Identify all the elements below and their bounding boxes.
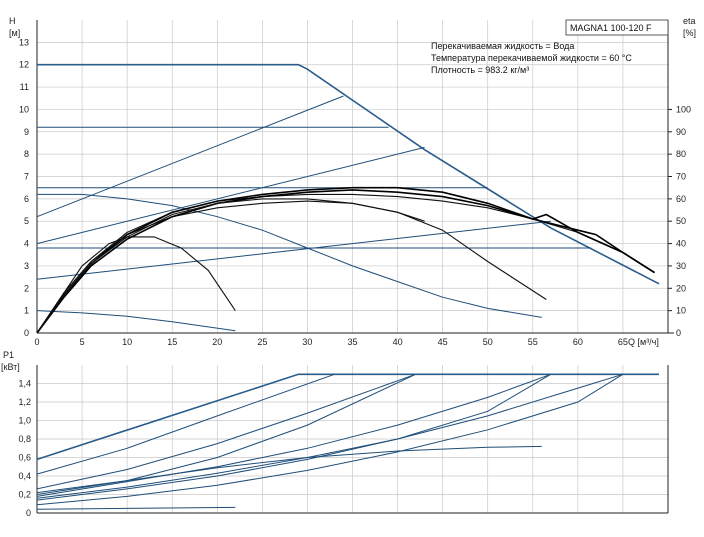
x-tick-label: 35 bbox=[347, 337, 357, 347]
power-plot: 0 0,2 0,4 0,6 0,8 1,0 1,2 1,4 bbox=[18, 365, 669, 518]
y-tick-label: 6 bbox=[24, 194, 29, 204]
y-tick-label: 1,0 bbox=[18, 416, 31, 426]
x-tick-label: 65 bbox=[618, 337, 628, 347]
x-tick-label: 10 bbox=[122, 337, 132, 347]
y-tick-label: 0,4 bbox=[18, 471, 31, 481]
y-tick-label: 2 bbox=[24, 283, 29, 293]
y-tick-label: 8 bbox=[24, 149, 29, 159]
y2-tick-label: 30 bbox=[676, 261, 686, 271]
y2-axis-label-eta: eta bbox=[683, 16, 696, 26]
y-tick-label: 11 bbox=[20, 82, 29, 92]
x-tick-label: 55 bbox=[528, 337, 538, 347]
x-tick-label: 0 bbox=[34, 337, 39, 347]
power-curve bbox=[36, 373, 416, 495]
y-tick-label: 13 bbox=[19, 37, 29, 47]
power-curve bbox=[36, 373, 552, 501]
y-tick-label: 0,8 bbox=[18, 434, 31, 444]
x-tick-label: 25 bbox=[257, 337, 267, 347]
efficiency-curve bbox=[36, 198, 425, 334]
y-tick-label: 0 bbox=[26, 508, 31, 518]
x-tick-label: 5 bbox=[80, 337, 85, 347]
x-tick-label: 50 bbox=[483, 337, 493, 347]
info-density: Плотность = 983.2 кг/м³ bbox=[431, 65, 529, 75]
info-liquid: Перекачиваемая жидкость = Вода bbox=[431, 41, 574, 51]
y2-tick-label: 0 bbox=[676, 328, 681, 338]
y2-tick-label: 70 bbox=[676, 172, 686, 182]
head-efficiency-plot: 0 5 10 15 20 25 30 35 40 45 50 55 60 6501234567891011… bbox=[19, 20, 691, 347]
y2-tick-label: 80 bbox=[676, 149, 686, 159]
power-curve bbox=[36, 373, 624, 506]
y-tick-label: 5 bbox=[24, 216, 29, 226]
y-tick-label: 12 bbox=[19, 60, 29, 70]
x-tick-label: 20 bbox=[212, 337, 222, 347]
power-curve bbox=[36, 506, 236, 510]
title-box: MAGNA1 100-120 F bbox=[565, 19, 669, 36]
y-tick-label: 3 bbox=[24, 261, 29, 271]
constant-curve-curve bbox=[37, 193, 542, 318]
y2-tick-label: 10 bbox=[676, 306, 686, 316]
x-axis-label-q: Q [м³/ч] bbox=[628, 337, 659, 347]
y-tick-label: 7 bbox=[24, 172, 29, 182]
proportional-pressure-curve bbox=[36, 220, 551, 280]
y-tick-label: 1,2 bbox=[18, 397, 31, 407]
power-curve bbox=[36, 373, 335, 475]
y2-axis-unit-eta: [%] bbox=[683, 28, 696, 38]
y2-tick-label: 90 bbox=[676, 127, 686, 137]
power-curve bbox=[36, 373, 624, 499]
y-tick-label: 4 bbox=[24, 239, 29, 249]
power-curve bbox=[36, 373, 551, 497]
x-tick-label: 40 bbox=[393, 337, 403, 347]
x-tick-label: 60 bbox=[573, 337, 583, 347]
efficiency-curve bbox=[36, 189, 655, 334]
y-tick-label: 9 bbox=[24, 127, 29, 137]
efficiency-curve bbox=[36, 186, 655, 334]
y2-tick-label: 50 bbox=[676, 216, 686, 226]
chart-title: MAGNA1 100-120 F bbox=[570, 23, 652, 33]
proportional-pressure-curve bbox=[36, 146, 425, 245]
y-axis-label-h: H bbox=[9, 16, 16, 26]
x-tick-label: 15 bbox=[167, 337, 177, 347]
y2-tick-label: 100 bbox=[676, 104, 691, 114]
performance-curve bbox=[37, 63, 660, 285]
constant-curve-curve bbox=[36, 310, 236, 332]
y-tick-label: 1 bbox=[24, 306, 29, 316]
y-tick-label: 1,4 bbox=[18, 379, 31, 389]
power-curve bbox=[36, 445, 542, 494]
y-axis-label-p1: P1 bbox=[3, 350, 14, 360]
y-axis-unit-h: [м] bbox=[9, 28, 20, 38]
performance-power-curve bbox=[36, 373, 659, 461]
y2-tick-label: 40 bbox=[676, 239, 686, 249]
y2-tick-label: 20 bbox=[676, 283, 686, 293]
power-curve bbox=[36, 373, 416, 490]
efficiency-curve bbox=[36, 236, 236, 334]
efficiency-curve bbox=[36, 193, 655, 334]
x-tick-label: 45 bbox=[438, 337, 448, 347]
proportional-pressure-curve bbox=[36, 95, 344, 218]
info-temperature: Температура перекачиваемой жидкости = 60… bbox=[431, 53, 632, 63]
y-axis-unit-p1: [кВт] bbox=[1, 362, 20, 372]
y-tick-label: 0,2 bbox=[18, 490, 31, 500]
y-tick-label: 10 bbox=[19, 104, 29, 114]
y-tick-label: 0 bbox=[24, 328, 29, 338]
y-tick-label: 0,6 bbox=[18, 453, 31, 463]
y2-tick-label: 60 bbox=[676, 194, 686, 204]
x-tick-label: 30 bbox=[302, 337, 312, 347]
